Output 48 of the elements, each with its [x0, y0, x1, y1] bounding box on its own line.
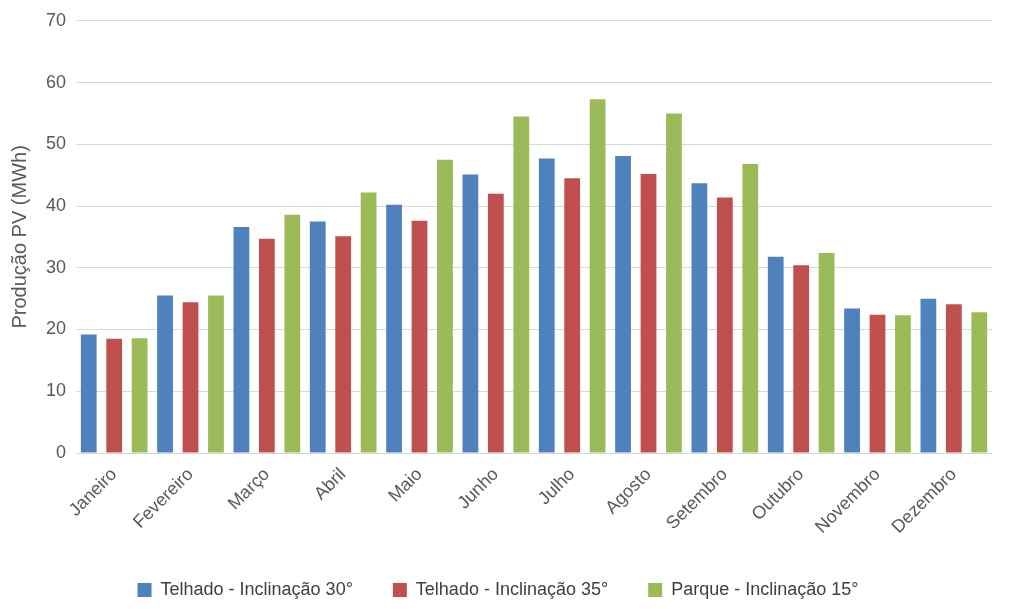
bar — [538, 158, 555, 453]
bar — [106, 338, 123, 453]
bar — [233, 227, 250, 453]
legend-label: Parque - Inclinação 15° — [671, 578, 859, 599]
y-tick-label: 0 — [56, 441, 67, 462]
bar — [640, 173, 657, 453]
legend-label: Telhado - Inclinação 30° — [160, 578, 353, 599]
bar — [818, 252, 835, 453]
bar — [716, 197, 733, 453]
bar — [895, 315, 911, 453]
y-tick-label: 40 — [45, 195, 67, 215]
bar — [869, 314, 886, 453]
bar — [437, 159, 453, 453]
y-tick-label: 10 — [45, 380, 67, 401]
bar — [157, 295, 173, 453]
bar — [920, 298, 937, 453]
bar — [386, 204, 402, 453]
bar — [691, 183, 708, 453]
bar — [360, 192, 377, 453]
y-tick-label: 20 — [45, 318, 67, 339]
y-tick-label: 30 — [45, 256, 67, 277]
bar — [258, 238, 275, 453]
bar — [182, 302, 199, 453]
bar — [666, 113, 682, 453]
bar — [971, 312, 988, 453]
bar — [589, 99, 606, 453]
bar — [767, 256, 784, 453]
bar — [462, 174, 479, 453]
bar — [335, 236, 352, 453]
y-axis-title: Produção PV (MWh) — [7, 145, 30, 329]
bar — [80, 334, 97, 453]
bar — [844, 308, 860, 453]
bar — [131, 338, 148, 453]
bar — [208, 295, 224, 453]
y-tick-label: 50 — [45, 133, 67, 154]
bar — [564, 178, 581, 453]
y-tick-label: 70 — [45, 9, 67, 30]
bar — [945, 304, 962, 453]
bar — [487, 193, 504, 453]
legend-label: Telhado - Inclinação 35° — [415, 578, 609, 599]
bar — [793, 265, 810, 453]
bar — [742, 164, 759, 453]
bar — [284, 214, 301, 453]
bar — [615, 156, 631, 453]
bar — [309, 221, 326, 453]
bar — [513, 116, 530, 453]
y-tick-label: 60 — [45, 71, 67, 92]
bar — [411, 220, 428, 453]
